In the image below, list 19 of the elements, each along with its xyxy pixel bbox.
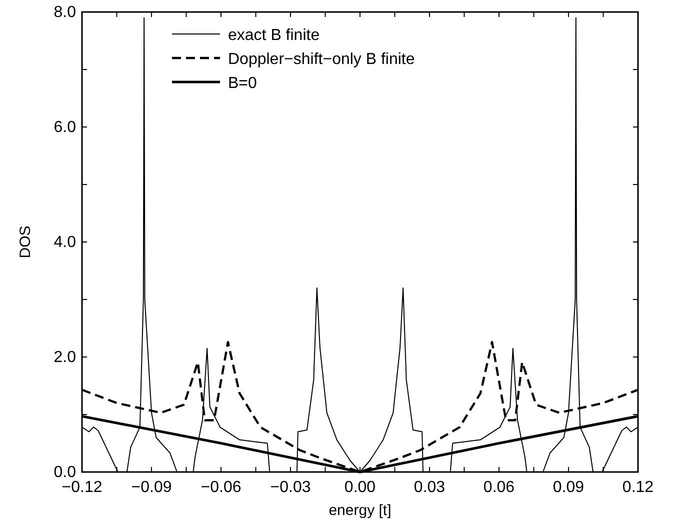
x-axis-title: energy [t]	[328, 502, 392, 519]
y-tick-label: 0.0	[54, 464, 76, 481]
x-tick-label: −0.12	[62, 479, 102, 496]
y-tick-label: 6.0	[54, 119, 76, 136]
x-tick-label: −0.03	[270, 479, 311, 496]
y-tick-label: 4.0	[54, 234, 76, 251]
x-tick-label: 0.09	[552, 479, 584, 496]
legend-label: B=0	[228, 75, 258, 92]
legend-label: Doppler−shift−only B finite	[228, 51, 415, 68]
y-axis-title: DOS	[17, 226, 34, 258]
x-tick-label: 0.03	[414, 479, 446, 496]
y-tick-label: 2.0	[54, 349, 76, 366]
x-tick-label: −0.09	[131, 479, 172, 496]
legend-label: exact B finite	[228, 27, 320, 44]
x-tick-label: 0.12	[622, 479, 654, 496]
x-tick-label: −0.06	[200, 479, 242, 496]
x-tick-label: 0.00	[344, 479, 376, 496]
y-tick-label: 8.0	[54, 4, 76, 21]
x-tick-label: 0.06	[483, 479, 515, 496]
